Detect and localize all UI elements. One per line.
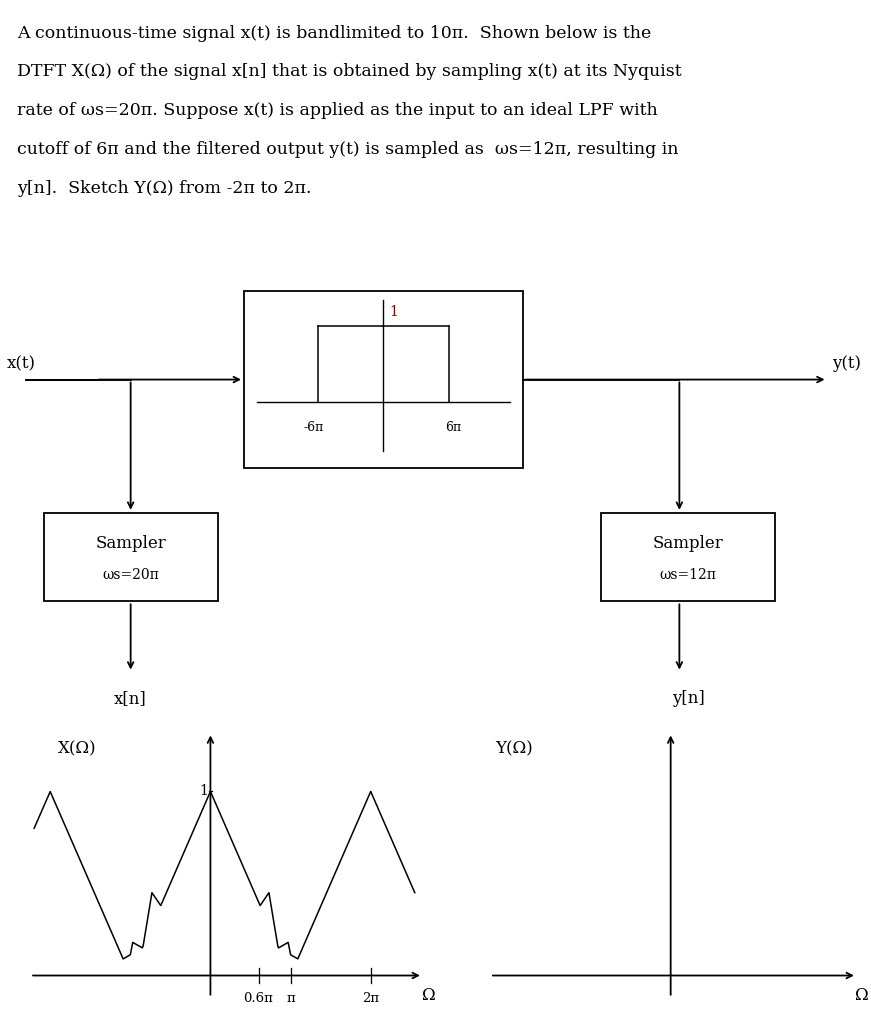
Bar xyxy=(601,513,775,601)
Text: y(t): y(t) xyxy=(832,355,861,373)
Text: A continuous-time signal x(t) is bandlimited to 10π.  Shown below is the: A continuous-time signal x(t) is bandlim… xyxy=(17,25,652,42)
Text: Y(Ω): Y(Ω) xyxy=(496,740,533,757)
Text: -6π: -6π xyxy=(303,421,324,434)
Text: y[n].  Sketch Y(Ω) from -2π to 2π.: y[n]. Sketch Y(Ω) from -2π to 2π. xyxy=(17,180,312,198)
Text: x[n]: x[n] xyxy=(114,690,147,708)
Text: ωs=20π: ωs=20π xyxy=(102,567,159,582)
Text: Ω: Ω xyxy=(855,986,869,1004)
Bar xyxy=(244,291,523,468)
Text: 0.6π: 0.6π xyxy=(244,992,273,1006)
Text: ωs=12π: ωs=12π xyxy=(659,567,717,582)
Text: 1: 1 xyxy=(199,784,208,799)
Text: 2π: 2π xyxy=(362,992,379,1006)
Text: 1: 1 xyxy=(389,305,398,319)
Text: DTFT X(Ω) of the signal x[n] that is obtained by sampling x(t) at its Nyquist: DTFT X(Ω) of the signal x[n] that is obt… xyxy=(17,63,682,81)
Text: π: π xyxy=(287,992,295,1006)
Bar xyxy=(44,513,218,601)
Text: cutoff of 6π and the filtered output y(t) is sampled as  ωs=12π, resulting in: cutoff of 6π and the filtered output y(t… xyxy=(17,141,679,159)
Text: rate of ωs=20π. Suppose x(t) is applied as the input to an ideal LPF with: rate of ωs=20π. Suppose x(t) is applied … xyxy=(17,102,658,120)
Text: y[n]: y[n] xyxy=(672,690,705,708)
Text: Ω: Ω xyxy=(422,986,436,1004)
Text: Sampler: Sampler xyxy=(652,536,724,552)
Text: x(t): x(t) xyxy=(7,355,36,373)
Text: X(Ω): X(Ω) xyxy=(58,740,97,757)
Text: 6π: 6π xyxy=(445,421,461,434)
Text: Sampler: Sampler xyxy=(95,536,166,552)
